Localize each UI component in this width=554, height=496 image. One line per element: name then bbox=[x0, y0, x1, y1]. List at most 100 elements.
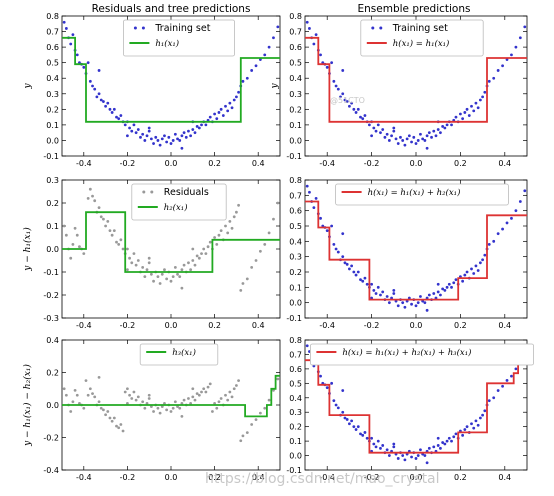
data-point bbox=[160, 137, 164, 141]
data-point bbox=[372, 126, 376, 130]
data-point bbox=[276, 25, 280, 29]
y-tick-label: -0.1 bbox=[286, 152, 302, 161]
legend-frame bbox=[335, 183, 509, 206]
data-point bbox=[518, 36, 522, 40]
data-point bbox=[141, 266, 145, 269]
data-point bbox=[228, 101, 232, 105]
y-tick-label: 0.8 bbox=[46, 12, 59, 21]
legend: h₃(x₁) bbox=[139, 343, 219, 366]
data-point bbox=[75, 233, 79, 237]
data-point bbox=[403, 458, 407, 462]
data-point bbox=[97, 400, 101, 404]
data-point bbox=[195, 125, 199, 128]
data-point bbox=[336, 87, 340, 91]
panel-top-right: -0.4 -0.2 0.0 0.2 0.4 -0.1 0.0 0.1 0.2 0.3 0.4 0.5 0… bbox=[270, 12, 528, 168]
data-point bbox=[370, 436, 373, 440]
data-point bbox=[263, 243, 267, 246]
data-point bbox=[472, 272, 476, 275]
data-point bbox=[204, 390, 208, 394]
y-tick-label: 0.2 bbox=[289, 268, 302, 277]
data-point bbox=[325, 65, 329, 69]
data-point bbox=[187, 397, 190, 400]
y-tick-label: 0.6 bbox=[289, 365, 302, 374]
data-point bbox=[97, 375, 101, 379]
data-point bbox=[443, 126, 447, 130]
y-tick-label: 0.2 bbox=[289, 105, 302, 114]
data-point bbox=[84, 379, 88, 383]
data-point bbox=[226, 231, 230, 235]
data-point bbox=[403, 305, 407, 309]
data-point bbox=[465, 107, 469, 111]
data-point bbox=[341, 92, 345, 96]
y-tick-label: 0.3 bbox=[289, 90, 302, 99]
y-tick-label: -0.1 bbox=[286, 466, 302, 475]
data-point bbox=[465, 425, 469, 429]
data-point bbox=[461, 117, 465, 121]
data-point bbox=[345, 100, 349, 103]
data-point bbox=[510, 216, 513, 220]
x-tick-label: -0.4 bbox=[319, 321, 335, 330]
x-tick-label: 0.0 bbox=[410, 473, 423, 482]
data-point bbox=[163, 134, 166, 138]
data-point bbox=[143, 275, 147, 278]
data-point bbox=[78, 245, 81, 249]
y-axis-label: y bbox=[23, 83, 33, 90]
data-point bbox=[501, 64, 504, 68]
data-point bbox=[472, 109, 476, 113]
legend-marker bbox=[133, 26, 137, 30]
data-point bbox=[104, 224, 107, 228]
data-point bbox=[263, 53, 267, 57]
data-point bbox=[232, 215, 236, 219]
data-point bbox=[202, 247, 206, 251]
x-tick-label: -0.2 bbox=[120, 159, 136, 168]
data-point bbox=[102, 217, 105, 221]
legend-label: h₃(x₁) bbox=[172, 347, 196, 358]
data-point bbox=[241, 282, 245, 285]
data-point bbox=[419, 132, 422, 136]
y-tick-label: 0.3 bbox=[46, 176, 59, 185]
data-point bbox=[128, 126, 131, 130]
data-point bbox=[376, 123, 380, 127]
data-point bbox=[439, 446, 442, 450]
data-point bbox=[343, 416, 347, 420]
data-point bbox=[325, 229, 329, 233]
data-point bbox=[363, 431, 367, 434]
data-point bbox=[352, 270, 356, 274]
data-point bbox=[141, 132, 145, 136]
x-tick-label: -0.2 bbox=[120, 473, 136, 482]
data-point bbox=[416, 139, 420, 142]
data-point bbox=[117, 117, 121, 121]
prediction-line bbox=[305, 200, 527, 301]
x-tick-label: -0.2 bbox=[364, 159, 380, 168]
data-point bbox=[387, 301, 391, 305]
data-point bbox=[169, 410, 173, 413]
data-point bbox=[156, 139, 160, 142]
data-point bbox=[149, 405, 153, 409]
data-point bbox=[483, 90, 487, 94]
data-point bbox=[169, 279, 173, 283]
data-point bbox=[226, 109, 230, 113]
data-point bbox=[97, 92, 101, 96]
data-point bbox=[359, 115, 362, 119]
data-point bbox=[392, 292, 396, 295]
data-point bbox=[112, 107, 116, 111]
legend-marker bbox=[141, 26, 145, 30]
data-point bbox=[119, 238, 123, 242]
data-point bbox=[332, 243, 336, 246]
data-point bbox=[171, 406, 175, 410]
data-point bbox=[445, 285, 449, 289]
data-point bbox=[518, 200, 522, 203]
data-point bbox=[425, 146, 429, 150]
data-point bbox=[215, 243, 219, 246]
data-point bbox=[232, 98, 236, 102]
data-point bbox=[341, 389, 345, 392]
data-point bbox=[197, 256, 201, 260]
data-point bbox=[365, 282, 369, 286]
column-title-left: Residuals and tree predictions bbox=[92, 3, 251, 15]
prediction-line bbox=[62, 36, 280, 123]
data-point bbox=[452, 281, 456, 285]
data-point bbox=[191, 387, 195, 391]
data-point bbox=[363, 276, 367, 280]
data-point bbox=[158, 411, 162, 415]
data-point bbox=[217, 400, 221, 404]
